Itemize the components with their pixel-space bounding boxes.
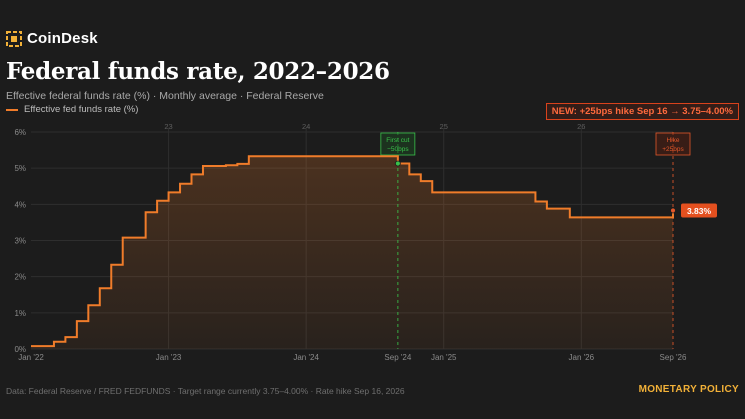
- chart-title: Federal funds rate, 2022–2026: [6, 58, 390, 85]
- annotation-box: [380, 132, 416, 156]
- source-note: Data: Federal Reserve / FRED FEDFUNDS · …: [6, 386, 405, 396]
- x-tick-label: Jan '25: [431, 353, 457, 362]
- series-line: [31, 155, 674, 348]
- year-label: 26: [577, 122, 585, 131]
- year-label: 24: [302, 122, 310, 131]
- chart-subtitle: Effective federal funds rate (%) · Month…: [6, 90, 324, 102]
- year-label: 23: [164, 122, 172, 131]
- chart-legend: Effective fed funds rate (%): [6, 104, 138, 115]
- y-tick-label: 1%: [14, 309, 26, 318]
- y-tick-label: 5%: [14, 164, 26, 173]
- x-tick-label: Jan '24: [293, 353, 319, 362]
- x-tick-label: Sep '24: [384, 353, 411, 362]
- y-tick-label: 3%: [14, 237, 26, 246]
- series-area: [31, 156, 673, 349]
- x-tick-label: Jan '26: [569, 353, 595, 362]
- annotation-text: +25bps: [662, 146, 684, 153]
- end-value-label: 3.83%: [687, 206, 712, 216]
- annotation-box: [655, 132, 691, 156]
- brand: CoinDesk: [6, 30, 98, 47]
- y-tick-label: 2%: [14, 273, 26, 282]
- x-tick-label: Sep '26: [660, 353, 687, 362]
- y-tick-label: 0%: [14, 345, 26, 354]
- year-label: 25: [440, 122, 448, 131]
- section-tag: MONETARY POLICY: [638, 384, 739, 395]
- annotation-text: −50bps: [387, 146, 409, 153]
- annotation-text: Hike: [666, 137, 679, 144]
- legend-swatch: [6, 108, 18, 111]
- end-value-badge: [681, 203, 717, 218]
- news-badge: NEW: +25bps hike Sep 16 → 3.75–4.00%: [545, 103, 739, 120]
- y-tick-label: 4%: [14, 200, 26, 209]
- coindesk-logo-icon: [6, 30, 22, 47]
- x-tick-label: Jan '22: [18, 353, 44, 362]
- x-tick-label: Jan '23: [156, 353, 182, 362]
- legend-label: Effective fed funds rate (%): [24, 104, 139, 115]
- brand-name: CoinDesk: [27, 30, 98, 47]
- y-tick-label: 6%: [14, 128, 26, 137]
- annotation-text: First cut: [386, 137, 409, 144]
- annotation-point: [670, 207, 676, 214]
- annotation-point: [394, 160, 401, 167]
